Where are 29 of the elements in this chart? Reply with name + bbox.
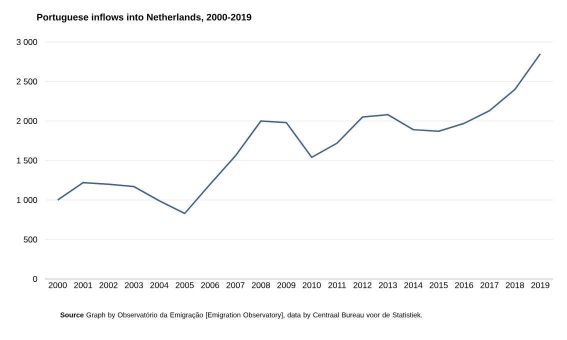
y-tick-label: 3 000 — [16, 39, 38, 45]
line-series — [56, 53, 542, 214]
x-tick-label: 2017 — [480, 282, 498, 288]
x-tick-label: 2014 — [404, 282, 422, 288]
x-tick-label: 2010 — [302, 282, 321, 288]
y-tick-label: 1 000 — [16, 197, 38, 203]
chart-title: Portuguese inflows into Netherlands, 2000-2019 — [37, 14, 252, 22]
x-tick-label: 2015 — [430, 282, 448, 288]
x-tick-label: 2004 — [150, 282, 168, 288]
y-tick-label: 2 500 — [16, 78, 38, 84]
x-tick-label: 2002 — [100, 282, 118, 288]
x-tick-label: 2013 — [378, 282, 397, 288]
x-tick-label: 2006 — [201, 282, 220, 288]
x-tick-label: 2019 — [531, 282, 550, 288]
x-tick-label: 2008 — [252, 282, 270, 288]
x-tick-label: 2009 — [277, 282, 296, 288]
x-tick-label: 2003 — [124, 282, 143, 288]
x-tick-label: 2011 — [328, 282, 346, 288]
y-tick-label: 500 — [24, 236, 38, 242]
x-tick-label: 2012 — [354, 282, 372, 288]
y-tick-label: 0 — [33, 276, 38, 282]
y-tick-label: 1 500 — [16, 158, 38, 164]
x-tick-label: 2016 — [455, 282, 474, 288]
x-tick-label: 2001 — [74, 282, 92, 288]
x-tick-label: 2000 — [48, 282, 67, 288]
y-tick-label: 2 000 — [16, 118, 38, 124]
x-tick-label: 2007 — [226, 282, 244, 288]
x-tick-label: 2018 — [506, 282, 524, 288]
x-tick-label: 2005 — [176, 282, 194, 288]
